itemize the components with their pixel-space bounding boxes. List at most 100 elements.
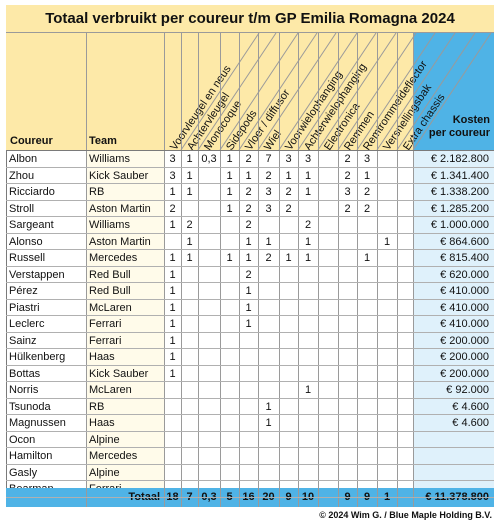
part-count-cell [397, 333, 413, 349]
driver-name: Albon [9, 153, 38, 165]
part-count-cell [258, 448, 279, 464]
part-count-cell [377, 366, 397, 382]
part-count-cell [279, 267, 298, 283]
cost-cell: € 410.000 [413, 299, 494, 316]
part-count-cell [279, 382, 298, 398]
part-count-cell [377, 465, 397, 481]
row-divider [6, 265, 494, 267]
driver-name: Hamilton [9, 450, 53, 462]
part-count-cell [239, 349, 258, 365]
part-count-cell: 1 [383, 235, 391, 248]
driver-name: Verstappen [9, 268, 65, 281]
part-count-cell: 1 [285, 252, 292, 264]
column-divider [397, 33, 398, 507]
part-count-cell [198, 234, 220, 250]
cost-cell: € 1.000.000 [413, 217, 494, 233]
team-name: McLaren [86, 382, 164, 398]
column-divider [258, 33, 259, 507]
row-divider [6, 216, 494, 217]
part-count-cell: 1 [169, 252, 176, 264]
part-count-cell [198, 448, 220, 464]
part-count-cell [318, 382, 338, 398]
driver-name: Zhou [9, 169, 35, 182]
total-count-cell [318, 488, 338, 507]
part-count-cell [298, 366, 318, 382]
part-count-cell [279, 234, 298, 250]
team-name: Red Bull [86, 266, 164, 283]
table-row: Zhou Kick Sauber 3 1 1 1 2 1 1 2 1 € 1.341.400 [6, 167, 494, 184]
part-count-cell [338, 448, 357, 464]
part-count-cell [239, 415, 258, 431]
part-count-cell: 1 [186, 252, 193, 264]
part-count-cell: 2 [363, 186, 371, 198]
part-count-cell [279, 399, 298, 415]
part-count-cell [258, 465, 279, 481]
cost-cell: € 1.285.200 [413, 200, 494, 217]
part-count-cell [220, 300, 239, 316]
cost-cell: € 2.182.800 [413, 151, 494, 167]
cost-cell [413, 448, 494, 464]
part-count-cell [357, 465, 377, 481]
part-count-cell [298, 465, 318, 481]
part-count-cell [338, 465, 357, 481]
table-row: Ricciardo RB 1 1 1 2 3 2 1 3 2 € 1.338.200 [6, 184, 494, 200]
part-count-cell: 1 [245, 169, 252, 182]
part-count-cell [298, 415, 318, 431]
part-count-cell [338, 349, 357, 365]
table-row: Hülkenberg Haas 1 € 200.000 [6, 349, 494, 365]
row-divider [6, 199, 494, 201]
part-count-cell [357, 432, 377, 448]
part-count-cell: 1 [169, 334, 176, 347]
driver-name: Ocon [9, 433, 36, 446]
part-count-cell [181, 465, 198, 481]
part-count-cell [318, 333, 338, 349]
part-count-cell [239, 399, 258, 415]
part-count-cell [318, 432, 338, 448]
row-divider [6, 348, 494, 349]
team-name: Kick Sauber [86, 167, 164, 184]
part-count-cell [181, 267, 198, 283]
total-label: Totaal [128, 491, 160, 503]
part-count-cell [164, 432, 181, 448]
part-count-cell: 3 [285, 153, 292, 165]
part-count-cell: 1 [304, 186, 312, 198]
part-count-cell [397, 217, 413, 233]
part-count-cell [279, 217, 298, 233]
part-count-cell [298, 283, 318, 299]
part-count-cell: 2 [344, 153, 351, 165]
total-count-cell: 18 [166, 491, 179, 503]
part-count-cell: 1 [363, 169, 371, 182]
part-count-cell [397, 168, 413, 184]
column-divider [298, 33, 299, 507]
page-title: Totaal verbruikt per coureur t/m GP Emil… [6, 5, 494, 33]
part-count-cell [258, 366, 279, 382]
team-name: Haas [86, 349, 164, 365]
part-count-cell [397, 201, 413, 217]
part-count-cell [239, 465, 258, 481]
part-count-cell [198, 333, 220, 349]
part-count-cell [239, 432, 258, 448]
cost-cell: € 620.000 [413, 266, 494, 283]
total-count-cell: 5 [220, 488, 239, 507]
team-name: RB [86, 184, 164, 200]
part-count-cell [357, 382, 377, 398]
part-count-cell [397, 415, 413, 431]
part-count-cell: 1 [226, 252, 233, 264]
column-divider [198, 33, 199, 507]
driver-name: Sainz [9, 334, 37, 347]
part-count-cell: 1 [265, 417, 272, 429]
part-count-cell [258, 316, 279, 332]
part-count-cell [377, 415, 397, 431]
team-name: Red Bull [86, 283, 164, 299]
part-count-cell: 3 [304, 153, 312, 165]
part-count-cell [298, 399, 318, 415]
part-count-cell [298, 300, 318, 316]
part-count-cell [298, 267, 318, 283]
part-count-cell [220, 448, 239, 464]
part-count-cell [258, 333, 279, 349]
part-count-cell [181, 283, 198, 299]
part-count-cell [338, 267, 357, 283]
part-count-cell [357, 448, 377, 464]
part-count-cell [338, 399, 357, 415]
part-count-cell [397, 250, 413, 266]
